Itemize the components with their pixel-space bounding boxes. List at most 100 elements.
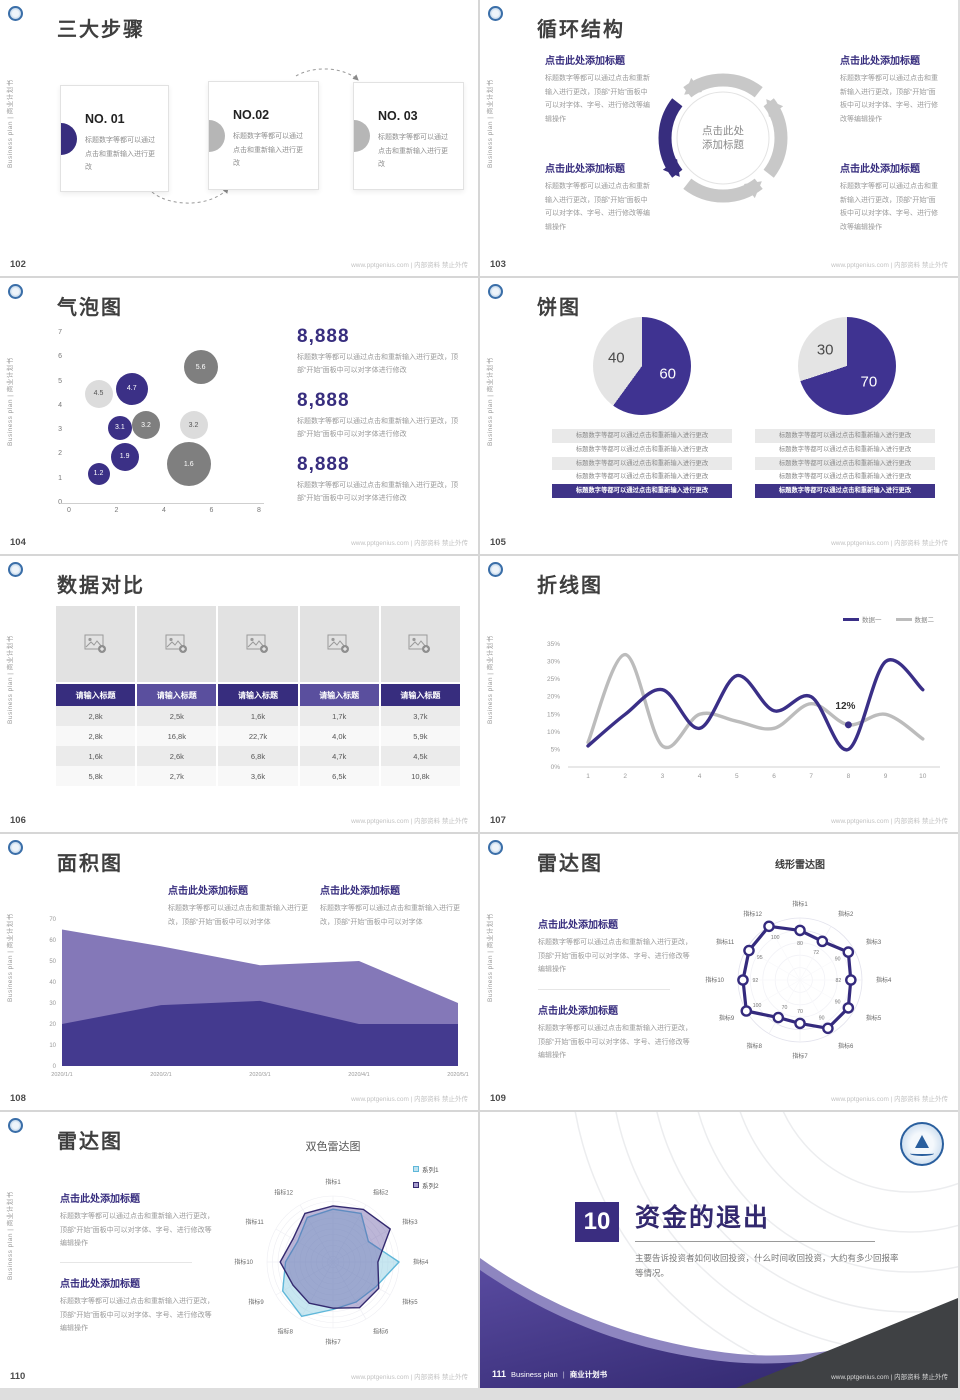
cycle-diagram: 点击此处 添加标题 xyxy=(658,73,788,203)
table-cell: 6,8k xyxy=(218,746,298,766)
slide-105[interactable]: 饼图 Business plan | 商业计划书 60 40 70 30 标题数字等… xyxy=(480,278,958,554)
slide-title: 折线图 xyxy=(537,575,603,597)
table-cell: 4,5k xyxy=(380,746,460,766)
table-header-cell: 请输入标题 xyxy=(137,684,217,706)
slide-title: 饼图 xyxy=(537,297,581,319)
chart-label: 40 xyxy=(49,980,56,986)
step-number: NO. 01 xyxy=(85,112,125,126)
stat-body: 标题数字等都可以通过点击和重新输入进行更改，顶部“开始”面板中可以对字体进行修改 xyxy=(297,418,458,438)
footer-credit: www.pptgenius.com | 内部资料 禁止外传 xyxy=(351,1374,468,1381)
chart-label: 72 xyxy=(813,950,819,956)
block-heading: 点击此处添加标题 xyxy=(60,1279,140,1290)
table-row: 5,8k 2,7k 3,6k 6,5k 10,8k xyxy=(56,766,460,786)
footer-credit: www.pptgenius.com | 内部资料 禁止外传 xyxy=(831,1374,948,1381)
block-heading: 点击此处添加标题 xyxy=(168,886,248,897)
table-cell: 4,7k xyxy=(299,746,379,766)
chart-label: 指标3 xyxy=(866,938,882,946)
block-body: 标题数字等都可以通过点击和重新输入进行更改，顶部“开始”面板中可以对字体 xyxy=(320,905,460,926)
footer-brand: Business plan xyxy=(511,1370,558,1379)
chart-label: 50 xyxy=(49,959,56,965)
caption-row: 标题数字等都可以通过点击和重新输入进行更改 xyxy=(552,429,732,443)
slide-110[interactable]: 雷达图 Business plan | 商业计划书 双色雷达图 系列1 系列2 … xyxy=(0,1112,478,1388)
slide-102[interactable]: 三大步骤 Business plan | 商业计划书 NO. 01 标题数字等都… xyxy=(0,0,478,276)
slide-106[interactable]: 数据对比 Business plan | 商业计划书 请输入标题 请输入标题 请输入… xyxy=(0,556,478,832)
table-cell: 2,8k xyxy=(56,726,136,746)
y-tick: 6 xyxy=(58,353,62,361)
image-placeholder xyxy=(56,606,136,682)
slide-107[interactable]: 折线图 Business plan | 商业计划书 数据一 数据二 0% 5% 10… xyxy=(480,556,958,832)
footer-credit: www.pptgenius.com | 内部资料 禁止外传 xyxy=(831,818,948,825)
radar-chart: 指标1 指标2 指标3 指标4 指标5 指标6 指标7 指标8 指标9 指标10 指标11 指标12 8… xyxy=(705,900,892,1060)
footer-credit: www.pptgenius.com | 内部资料 禁止外传 xyxy=(351,540,468,547)
y-tick: 2 xyxy=(58,450,62,458)
slide-111[interactable]: 10 资金的退出 主要告诉投资者如何收回投资，什么时间收回投资，大约有多少回报率… xyxy=(480,1112,958,1388)
text-block: 点击此处添加标题 标题数字等都可以通过点击和重新输入进行更改，顶部“开始”面板中… xyxy=(545,160,653,235)
legend-item: 系列1 xyxy=(413,1164,439,1174)
slide-104[interactable]: 气泡图 Business plan | 商业计划书 4.5 4.7 5.6 3.1 3.… xyxy=(0,278,478,554)
chart-label: 0% xyxy=(551,764,561,771)
x-axis-line xyxy=(60,503,264,504)
sidebar-watermark: Business plan | 商业计划书 xyxy=(7,635,14,724)
table-cell: 5,8k xyxy=(56,766,136,786)
radar-legend: 系列1 系列2 xyxy=(413,1164,439,1190)
slide-108[interactable]: 面积图 Business plan | 商业计划书 点击此处添加标题 标题数字等… xyxy=(0,834,478,1110)
radar-marker xyxy=(772,1011,785,1024)
chart-label: 指标7 xyxy=(325,1338,341,1346)
step-card: NO. 01 标题数字等都可以通过点击和重新输入进行更改 xyxy=(60,85,169,192)
sidebar-watermark: Business plan | 商业计划书 xyxy=(487,357,494,446)
chart-label: 100 xyxy=(753,1003,762,1009)
block-heading: 点击此处添加标题 xyxy=(545,164,625,175)
y-tick: 3 xyxy=(58,426,62,434)
pie-slice-label: 60 xyxy=(659,365,677,383)
caption-row: 标题数字等都可以通过点击和重新输入进行更改 xyxy=(575,473,709,481)
x-tick: 6 xyxy=(209,507,214,514)
x-tick: 8 xyxy=(257,507,261,514)
page-number: 106 xyxy=(10,815,26,826)
table-header-row: 请输入标题 请输入标题 请输入标题 请输入标题 请输入标题 xyxy=(56,684,460,706)
chart-label: 90 xyxy=(835,956,841,962)
bubble-point: 4.5 xyxy=(84,379,113,408)
wave-glyph xyxy=(910,1151,934,1156)
chart-label: 指标12 xyxy=(743,910,762,918)
table-header-cell: 请输入标题 xyxy=(299,684,379,706)
slide-103[interactable]: 循环结构 Business plan | 商业计划书 点击此处添加标题 标题数字… xyxy=(480,0,958,276)
table-cell: 2,5k xyxy=(137,706,217,726)
chart-label: 2 xyxy=(623,773,627,780)
table-cell: 22,7k xyxy=(218,726,298,746)
logo-icon xyxy=(8,562,23,577)
caption-row: 标题数字等都可以通过点击和重新输入进行更改 xyxy=(552,456,732,471)
chart-label: 0 xyxy=(53,1064,57,1070)
chart-label: 90 xyxy=(835,1000,841,1006)
add-image-icon xyxy=(165,634,187,653)
chart-label: 30% xyxy=(547,659,560,666)
footer-credit: www.pptgenius.com | 内部资料 禁止外传 xyxy=(831,262,948,269)
chart-label: 指标6 xyxy=(838,1042,854,1050)
section-number: 10 xyxy=(575,1202,619,1242)
page-number: 109 xyxy=(490,1093,506,1104)
chart-label: 2020/5/1 xyxy=(447,1072,468,1078)
slide-109[interactable]: 雷达图 Business plan | 商业计划书 线形雷达图 点击此处添加标题… xyxy=(480,834,958,1110)
section-subtitle: 主要告诉投资者如何收回投资，什么时间收回投资，大约有多少回报率等情况。 xyxy=(635,1253,899,1279)
chart-title: 线形雷达图 xyxy=(775,860,825,871)
logo-icon xyxy=(488,6,503,21)
table-cell: 1,6k xyxy=(218,706,298,726)
chart-label: 92 xyxy=(752,978,758,984)
text-block: 点击此处添加标题 标题数字等都可以通过点击和重新输入进行更改，顶部“开始”面板中… xyxy=(60,1190,218,1251)
chart-label: 指标5 xyxy=(866,1014,882,1022)
radar-series xyxy=(279,1205,391,1309)
stat-body: 标题数字等都可以通过点击和重新输入进行更改，顶部“开始”面板中可以对字体进行修改 xyxy=(297,354,458,374)
table-cell: 16,8k xyxy=(137,726,217,746)
radar-marker xyxy=(816,935,829,948)
chart-label: 25% xyxy=(547,676,560,683)
chart-label: 100 xyxy=(771,935,780,941)
logo-icon xyxy=(488,562,503,577)
series1-swatch xyxy=(413,1166,419,1172)
title-underline xyxy=(635,1241,875,1242)
chart-label: 80 xyxy=(797,941,803,947)
pie-chart: 70 30 xyxy=(798,317,896,415)
area-series xyxy=(62,1000,458,1066)
radar-marker xyxy=(763,920,775,933)
stat-block: 8,888 标题数字等都可以通过点击和重新输入进行更改，顶部“开始”面板中可以对… xyxy=(297,454,465,505)
logo-icon xyxy=(488,840,503,855)
bubble-point: 3.2 xyxy=(132,411,160,440)
